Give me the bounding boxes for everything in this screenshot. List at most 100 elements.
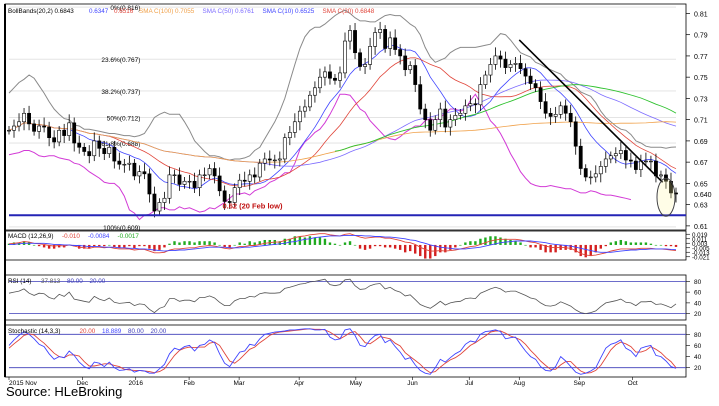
candle-body: [358, 52, 362, 67]
macd-tick-label: -0.021: [692, 254, 710, 261]
macd-histogram-bar: [57, 244, 61, 248]
macd-histogram-bar: [549, 244, 552, 253]
candle-body: [463, 105, 468, 114]
candle-body: [373, 32, 377, 47]
candle-body: [618, 150, 623, 154]
macd-histogram-bar: [393, 244, 397, 249]
sma-green-line: [334, 84, 677, 152]
candle-body: [282, 137, 287, 160]
macd-histogram-bar: [669, 244, 673, 247]
candle-body: [488, 64, 493, 76]
macd-legend-entry: MACD (12,26,9): [8, 233, 54, 240]
candle-body: [543, 101, 548, 114]
candle-body: [7, 129, 11, 132]
candle-body: [533, 83, 538, 89]
macd-histogram-bar: [529, 244, 532, 248]
macd-histogram-bar: [358, 244, 362, 249]
trend-line: [518, 39, 664, 183]
macd-histogram-bar: [454, 244, 457, 248]
macd-histogram-bar: [414, 244, 417, 254]
candle-body: [172, 174, 177, 176]
sma-10-line: [8, 44, 677, 190]
candle-body: [217, 175, 222, 192]
candle-body: [262, 158, 267, 164]
macd-histogram-bar: [539, 244, 542, 250]
candle-body: [363, 64, 367, 67]
macd-histogram-bar: [499, 237, 502, 245]
candle-body: [247, 174, 252, 182]
x-tick-label: Jun: [407, 380, 418, 387]
rsi-layer: 80 60 40 20 RSI (14) 37.813 80.00 20.00: [8, 278, 702, 318]
macd-histogram-bar: [409, 244, 412, 252]
candle-body: [328, 71, 332, 79]
candle-body: [438, 108, 443, 120]
candle-body: [453, 115, 458, 120]
macd-histogram-bar: [153, 244, 156, 252]
candle-body: [428, 119, 433, 131]
candle-body: [232, 187, 237, 203]
macd-histogram-bar: [218, 244, 221, 246]
stochastic-legend-entry: 20.00: [151, 328, 167, 335]
candle-body: [107, 146, 112, 154]
candle-body: [147, 173, 152, 195]
candle-body: [613, 153, 618, 157]
candle-body: [628, 159, 633, 162]
fib-level-label: 38.2%(0.737): [101, 89, 140, 96]
candle-body: [157, 202, 162, 212]
macd-histogram-bar: [188, 241, 191, 245]
candle-body: [483, 74, 488, 85]
candle-body: [388, 37, 393, 49]
x-tick-label: Aug: [513, 380, 525, 387]
candle-body: [102, 148, 107, 154]
candle-body: [22, 112, 26, 123]
fib-level-label: 50%(0.712): [107, 116, 141, 123]
candle-body: [448, 119, 453, 128]
macd-histogram-bar: [52, 244, 56, 249]
macd-histogram-bar: [233, 244, 236, 246]
stochastic-d-line: [8, 328, 677, 374]
macd-histogram-bar: [574, 244, 577, 253]
candle-body: [202, 174, 207, 176]
highlight-ellipse: [656, 177, 676, 217]
macd-histogram-bar: [183, 241, 186, 245]
candle-body: [478, 84, 483, 106]
macd-histogram-bar: [343, 242, 347, 245]
candle-body: [338, 72, 342, 81]
candle-body: [167, 174, 172, 199]
candle-body: [553, 114, 558, 117]
macd-histogram-bar: [469, 241, 472, 245]
candle-body: [583, 168, 588, 178]
macd-histogram-bar: [383, 244, 387, 248]
macd-histogram-bar: [614, 241, 618, 245]
candle-body: [292, 121, 297, 133]
stochastic-layer: 80 60 40 20 Stochastic (14,3,3) 20.00 18.889 80…: [8, 328, 702, 375]
macd-histogram-bar: [37, 244, 41, 247]
macd-histogram-bar: [193, 242, 196, 245]
candle-body: [498, 55, 503, 60]
candle-body: [603, 158, 608, 167]
macd-histogram-bar: [634, 242, 638, 245]
candle-body: [42, 125, 47, 128]
stochastic-legend-entry: 18.889: [102, 328, 122, 335]
highlight-fill: [657, 179, 674, 216]
macd-tick-label: 0.019: [692, 232, 708, 239]
macd-histogram-bar: [449, 244, 452, 250]
candle-body: [222, 190, 227, 202]
candle-body: [187, 180, 192, 183]
candle-body: [313, 87, 317, 96]
fib-level-label: 23.6%(0.767): [101, 57, 140, 64]
price-tick-label: 0.67: [694, 160, 708, 167]
x-tick-label: Apr: [294, 380, 305, 387]
macd-histogram-bar: [424, 244, 427, 259]
macd-histogram-bar: [168, 243, 171, 245]
candle-body: [588, 176, 593, 179]
candle-body: [17, 121, 21, 127]
macd-histogram-bar: [353, 244, 357, 246]
macd-histogram-bar: [609, 242, 613, 245]
macd-histogram-bar: [338, 244, 342, 246]
macd-histogram-bar: [439, 244, 442, 253]
candle-body: [242, 179, 247, 182]
macd-histogram-bar: [258, 241, 261, 245]
macd-histogram-bar: [363, 244, 367, 250]
candle-body: [659, 174, 663, 177]
